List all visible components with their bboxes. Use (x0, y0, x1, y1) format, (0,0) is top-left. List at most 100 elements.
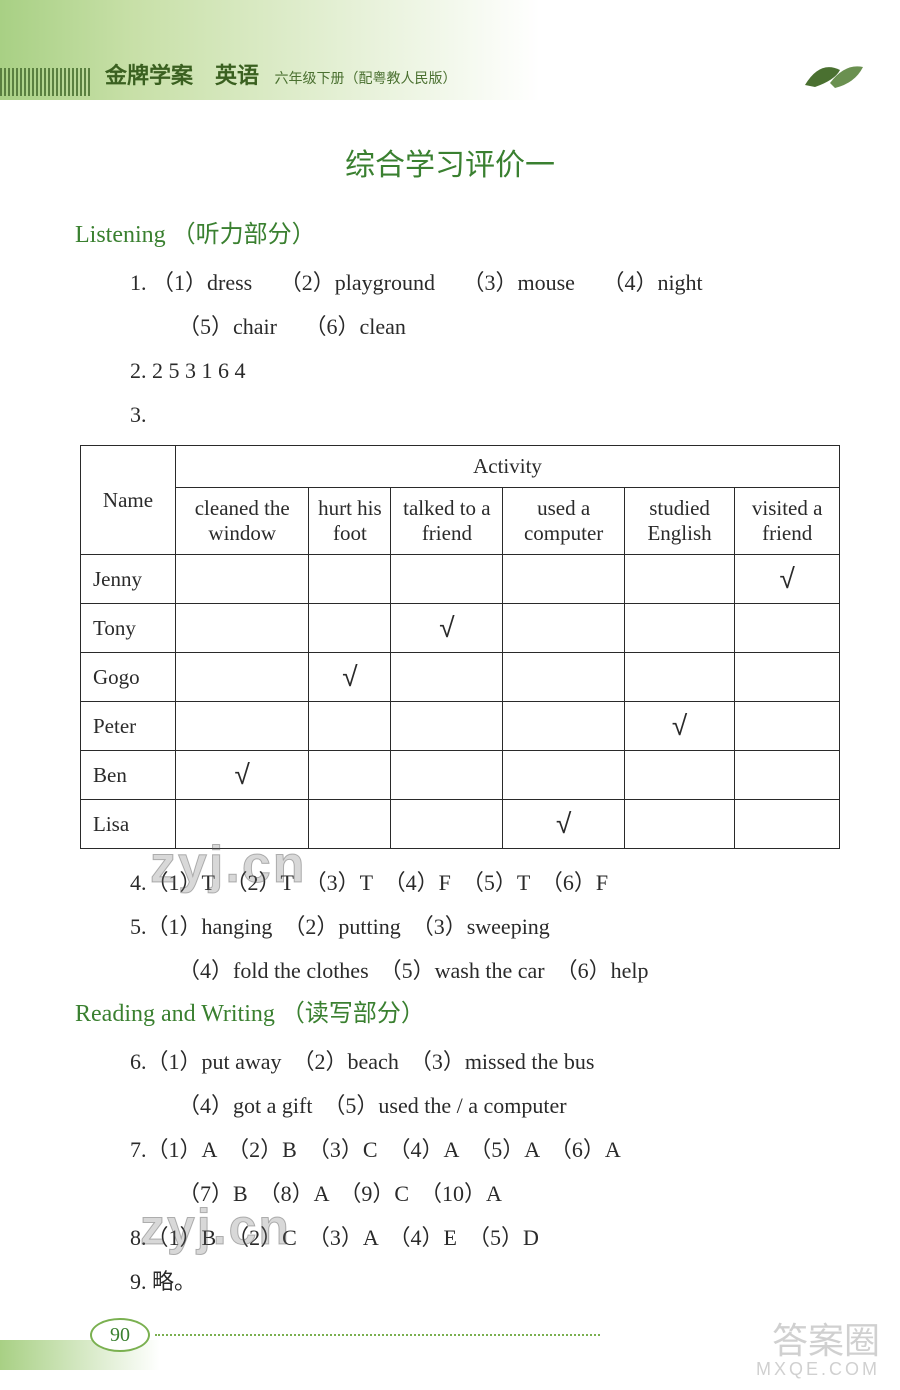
cell (391, 653, 503, 702)
cell (503, 604, 624, 653)
reading-heading: Reading and Writing （读写部分） (75, 993, 900, 1028)
cell: √ (624, 702, 735, 751)
checkmark-icon: √ (779, 563, 794, 594)
cell (391, 800, 503, 849)
q1-a4: （4）night (602, 270, 702, 295)
q1-a2: （2）playground (280, 270, 435, 295)
cell: √ (735, 555, 840, 604)
q1-a1: （1）dress (152, 270, 252, 295)
q9-line: 9. 略。 (130, 1260, 900, 1304)
cell (735, 604, 840, 653)
table-row: Tony √ (81, 604, 840, 653)
corner-watermark: 答案圈 MXQE.COM (756, 1321, 880, 1380)
col-2: talked to a friend (391, 488, 503, 555)
row-name: Ben (81, 751, 176, 800)
cell (309, 800, 391, 849)
cell (735, 702, 840, 751)
footer-dots (155, 1334, 600, 1336)
cell (624, 751, 735, 800)
checkmark-icon: √ (235, 759, 250, 790)
q3-prefix: 3. (130, 393, 900, 437)
cell (735, 751, 840, 800)
col-name: Name (81, 446, 176, 555)
col-activity: Activity (176, 446, 840, 488)
q7-line2: （7）B （8）A （9）C （10）A (178, 1172, 900, 1216)
cell (309, 751, 391, 800)
col-1: hurt his foot (309, 488, 391, 555)
leaf-icon (795, 55, 865, 95)
q1-a5: （5）chair (178, 314, 277, 339)
book-title: 金牌学案 英语 (105, 58, 259, 90)
book-subtitle: 六年级下册（配粤教人民版） (275, 68, 457, 88)
checkmark-icon: √ (556, 808, 571, 839)
table-header-row1: Name Activity (81, 446, 840, 488)
col-0: cleaned the window (176, 488, 309, 555)
corner-watermark-url: MXQE.COM (756, 1360, 880, 1380)
q5-line2: （4）fold the clothes （5）wash the car （6）h… (178, 949, 900, 993)
cell (624, 604, 735, 653)
q7-line1: 7.（1）A （2）B （3）C （4）A （5）A （6）A (130, 1128, 900, 1172)
corner-watermark-text: 答案圈 (772, 1320, 880, 1361)
col-3: used a computer (503, 488, 624, 555)
checkmark-icon: √ (342, 661, 357, 692)
barcode-decoration (0, 68, 90, 96)
reading-heading-en: Reading and Writing (75, 1001, 275, 1027)
cell (309, 555, 391, 604)
q4-line: 4.（1）T （2）T （3）T （4）F （5）T （6）F (130, 861, 900, 905)
q1-line2: （5）chair （6）clean (178, 305, 900, 349)
cell (624, 800, 735, 849)
q2-line: 2. 2 5 3 1 6 4 (130, 349, 900, 393)
row-name: Jenny (81, 555, 176, 604)
table-row: Ben √ (81, 751, 840, 800)
page-number: 90 (90, 1318, 150, 1352)
cell (176, 702, 309, 751)
listening-heading: Listening （听力部分） (75, 214, 900, 249)
cell (309, 604, 391, 653)
q6-line2: （4）got a gift （5）used the / a computer (178, 1084, 900, 1128)
q1-prefix: 1. (130, 270, 147, 295)
cell: √ (391, 604, 503, 653)
main-title: 综合学习评价一 (0, 140, 900, 184)
cell (624, 653, 735, 702)
table-header-row2: cleaned the window hurt his foot talked … (81, 488, 840, 555)
cell (309, 702, 391, 751)
row-name: Peter (81, 702, 176, 751)
cell (176, 800, 309, 849)
cell (503, 653, 624, 702)
cell (735, 800, 840, 849)
cell (503, 702, 624, 751)
q8-line: 8.（1）B （2）C （3）A （4）E （5）D (130, 1216, 900, 1260)
q5-line1: 5.（1）hanging （2）putting （3）sweeping (130, 905, 900, 949)
q6-line1: 6.（1）put away （2）beach （3）missed the bus (130, 1040, 900, 1084)
table-row: Jenny √ (81, 555, 840, 604)
listening-heading-en: Listening (75, 222, 166, 248)
table-row: Gogo √ (81, 653, 840, 702)
q1-a6: （6）clean (304, 314, 405, 339)
cell: √ (309, 653, 391, 702)
cell (176, 555, 309, 604)
cell (624, 555, 735, 604)
col-4: studied English (624, 488, 735, 555)
cell (391, 702, 503, 751)
table-row: Lisa √ (81, 800, 840, 849)
row-name: Tony (81, 604, 176, 653)
listening-heading-cn: （听力部分） (172, 222, 316, 248)
col-5: visited a friend (735, 488, 840, 555)
cell (735, 653, 840, 702)
reading-heading-cn: （读写部分） (281, 1001, 425, 1027)
cell (391, 555, 503, 604)
checkmark-icon: √ (672, 710, 687, 741)
activity-table: Name Activity cleaned the window hurt hi… (80, 445, 840, 849)
cell (503, 751, 624, 800)
cell: √ (176, 751, 309, 800)
cell (176, 604, 309, 653)
row-name: Gogo (81, 653, 176, 702)
cell: √ (503, 800, 624, 849)
q1-a3: （3）mouse (462, 270, 574, 295)
cell (176, 653, 309, 702)
row-name: Lisa (81, 800, 176, 849)
page-header: 金牌学案 英语 六年级下册（配粤教人民版） (0, 0, 900, 100)
cell (391, 751, 503, 800)
checkmark-icon: √ (439, 612, 454, 643)
table-row: Peter √ (81, 702, 840, 751)
